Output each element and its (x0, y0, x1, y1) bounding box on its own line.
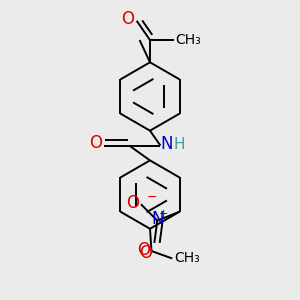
Text: N: N (160, 135, 173, 153)
Text: O: O (127, 194, 140, 212)
Text: CH₃: CH₃ (174, 251, 200, 266)
Text: N: N (152, 210, 164, 228)
Text: O: O (121, 10, 134, 28)
Text: −: − (146, 191, 157, 204)
Text: O: O (89, 134, 102, 152)
Text: H: H (174, 136, 185, 152)
Text: +: + (159, 209, 169, 219)
Text: O: O (137, 241, 150, 259)
Text: O: O (139, 244, 152, 262)
Text: CH₃: CH₃ (175, 33, 201, 47)
